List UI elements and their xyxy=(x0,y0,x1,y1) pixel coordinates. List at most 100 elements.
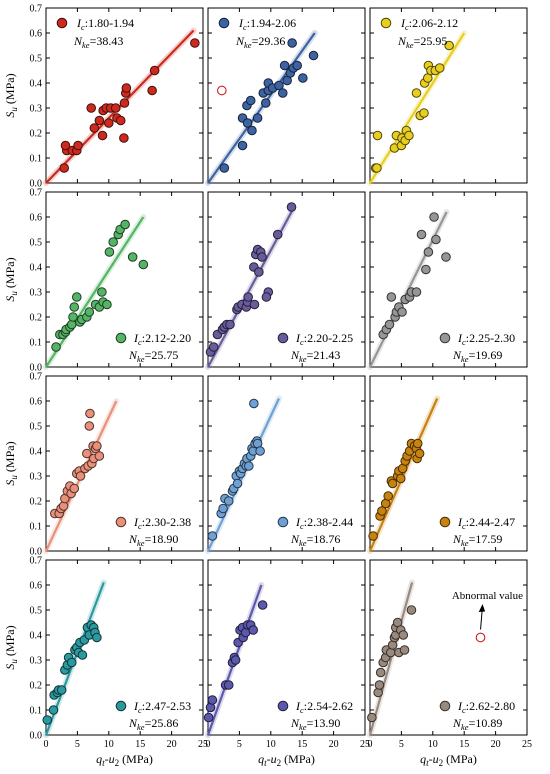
plot-frame xyxy=(369,7,528,184)
plot-frame xyxy=(45,191,204,368)
y-tick-label: 0.6 xyxy=(30,581,43,592)
plot-frame xyxy=(369,375,528,552)
y-tick-label: 0.5 xyxy=(30,238,43,249)
x-tick-label: 10 xyxy=(104,739,114,750)
y-tick-label: 0.7 xyxy=(30,556,43,567)
data-point xyxy=(104,247,115,257)
data-point xyxy=(147,85,157,96)
data-point xyxy=(411,287,422,297)
data-point xyxy=(51,342,61,352)
data-point xyxy=(208,342,219,352)
y-tick-label: 0.3 xyxy=(30,472,43,483)
x-tick-label: 5 xyxy=(399,739,404,750)
panel-7: 0.0 0.1 0.2 0.3 0.4 0.5 0.6 0.7 Su (MPa) Ic:2.30-… xyxy=(3,372,204,558)
data-point xyxy=(372,163,382,173)
legend-marker xyxy=(277,700,289,712)
data-point xyxy=(97,287,107,297)
legend-marker xyxy=(218,17,230,29)
data-point xyxy=(56,685,67,695)
data-point xyxy=(243,292,253,302)
y-tick-label: 0.2 xyxy=(30,497,43,508)
data-point xyxy=(421,264,431,275)
data-point xyxy=(119,133,129,143)
data-point xyxy=(399,645,410,655)
legend-marker xyxy=(380,17,392,29)
data-point xyxy=(219,163,230,173)
fit-line xyxy=(368,582,414,736)
legend-marker xyxy=(439,516,451,528)
data-point xyxy=(121,83,132,93)
y-tick-label: 0.0 xyxy=(30,179,43,190)
legend-ic-label: Ic:2.47-2.53 xyxy=(133,699,191,715)
y-tick-label: 0.0 xyxy=(30,363,43,374)
y-tick-label: 0.1 xyxy=(30,154,43,165)
data-point xyxy=(429,212,439,222)
data-point xyxy=(292,60,302,71)
x-tick-label: 20 xyxy=(491,739,501,750)
data-point xyxy=(207,695,218,705)
data-point xyxy=(60,140,71,151)
data-point xyxy=(110,103,121,113)
panel-2: Ic:1.94-2.06 Nke=29.36 xyxy=(205,7,366,186)
x-tick-label: 10 xyxy=(428,739,438,750)
data-point xyxy=(244,461,254,471)
panel-4: 0.0 0.1 0.2 0.3 0.4 0.5 0.6 0.7 Su (MPa) Ic:2.12-… xyxy=(3,188,204,374)
data-point xyxy=(287,38,297,48)
y-tick-label: 0.6 xyxy=(30,213,43,224)
x-tick-label: 25 xyxy=(198,739,208,750)
fit-line xyxy=(45,216,145,368)
legend-nke-label: Nke=25.75 xyxy=(128,348,178,364)
data-point xyxy=(286,202,297,212)
data-point xyxy=(372,130,383,141)
x-tick-label: 5 xyxy=(75,739,80,750)
y-tick-label: 0.7 xyxy=(30,188,43,199)
y-axis-label: Su (MPa) xyxy=(3,625,19,669)
x-tick-label: 15 xyxy=(459,739,469,750)
data-point xyxy=(308,50,319,61)
y-tick-label: 0.4 xyxy=(30,263,43,274)
x-tick-label: 20 xyxy=(167,739,177,750)
data-point xyxy=(368,531,378,541)
y-axis-label: Su (MPa) xyxy=(3,441,19,485)
x-tick-label: 5 xyxy=(237,739,242,750)
plot-frame xyxy=(45,559,204,736)
x-tick-label: 0 xyxy=(206,739,211,750)
legend-marker xyxy=(115,516,127,528)
data-point xyxy=(386,292,397,302)
annotation-text: Abnormal value xyxy=(452,590,523,602)
y-tick-label: 0.0 xyxy=(30,731,43,742)
data-point xyxy=(431,234,441,245)
data-point xyxy=(85,408,95,419)
data-point xyxy=(397,307,407,317)
y-tick-label: 0.3 xyxy=(30,104,43,115)
x-axis-label: qt-u2 (MPa) xyxy=(258,752,315,768)
data-point xyxy=(86,103,97,113)
data-point xyxy=(252,113,263,123)
panel-1: 0.0 0.1 0.2 0.3 0.4 0.5 0.6 0.7 Su (MPa) Ic:1.80-… xyxy=(3,4,204,190)
data-point xyxy=(42,715,53,725)
data-point xyxy=(89,123,100,133)
y-tick-label: 0.2 xyxy=(30,681,43,692)
data-point xyxy=(127,252,138,262)
legend-nke-label: Nke=17.59 xyxy=(452,532,502,548)
x-axis-label: qt-u2 (MPa) xyxy=(420,752,477,768)
plot-frame xyxy=(45,375,204,552)
abnormal-point xyxy=(475,632,486,643)
data-point xyxy=(374,680,385,690)
y-tick-label: 0.1 xyxy=(30,338,43,349)
legend-marker xyxy=(115,700,127,712)
legend-ic-label: Ic:2.12-2.20 xyxy=(133,331,191,347)
data-point xyxy=(77,650,88,660)
data-point xyxy=(82,448,92,459)
abnormal-point xyxy=(216,85,227,96)
legend-ic-label: Ic:2.44-2.47 xyxy=(457,515,515,531)
data-point xyxy=(419,108,429,118)
legend-ic-label: Ic:2.20-2.25 xyxy=(295,331,353,347)
legend-nke-label: Nke=38.43 xyxy=(73,34,123,50)
data-point xyxy=(279,60,290,71)
data-point xyxy=(247,125,257,136)
y-tick-label: 0.0 xyxy=(30,547,43,558)
